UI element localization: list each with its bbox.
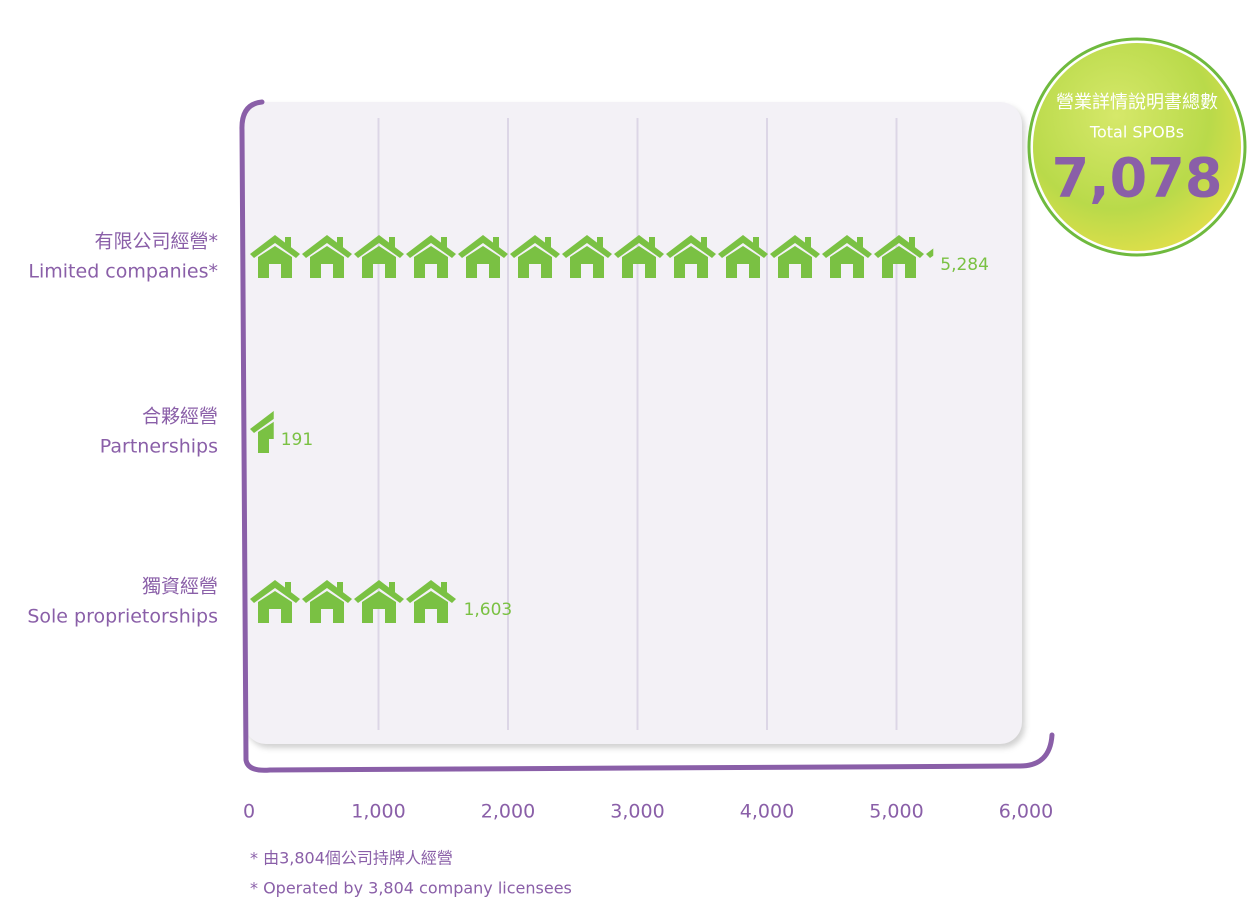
x-tick-label: 5,000 — [869, 801, 923, 823]
value-label: 191 — [281, 430, 313, 450]
bars — [249, 232, 934, 623]
x-tick-label: 1,000 — [351, 801, 405, 823]
x-tick-label: 0 — [243, 801, 255, 823]
total-title-en: Total SPOBs — [1089, 123, 1184, 142]
category-label-en: Limited companies* — [28, 261, 218, 283]
footnote: * 由3,804個公司持牌人經營 — [250, 849, 453, 868]
category-label-en: Partnerships — [100, 436, 218, 458]
category-label: 合夥經營 — [142, 406, 218, 428]
category-label-en: Sole proprietorships — [27, 606, 218, 628]
panel-frame — [239, 99, 1055, 773]
x-tick-label: 2,000 — [481, 801, 535, 823]
bar — [249, 407, 274, 453]
x-tick-label: 4,000 — [740, 801, 794, 823]
category-label: 獨資經營 — [142, 576, 218, 598]
footnote: * Operated by 3,804 company licensees — [250, 879, 572, 898]
total-badge — [1033, 43, 1241, 251]
x-tick-label: 6,000 — [999, 801, 1053, 823]
grid — [377, 118, 898, 730]
plot-panel — [244, 102, 1022, 744]
value-label: 5,284 — [940, 255, 989, 275]
total-badge-ring — [1027, 37, 1247, 257]
x-tick-label: 3,000 — [610, 801, 664, 823]
category-label: 有限公司經營* — [94, 231, 218, 253]
bar — [249, 577, 457, 623]
bar — [249, 232, 934, 278]
total-value: 7,078 — [1052, 147, 1223, 210]
total-title-zh: 營業詳情說明書總數 — [1056, 92, 1218, 113]
value-label: 1,603 — [464, 600, 513, 620]
